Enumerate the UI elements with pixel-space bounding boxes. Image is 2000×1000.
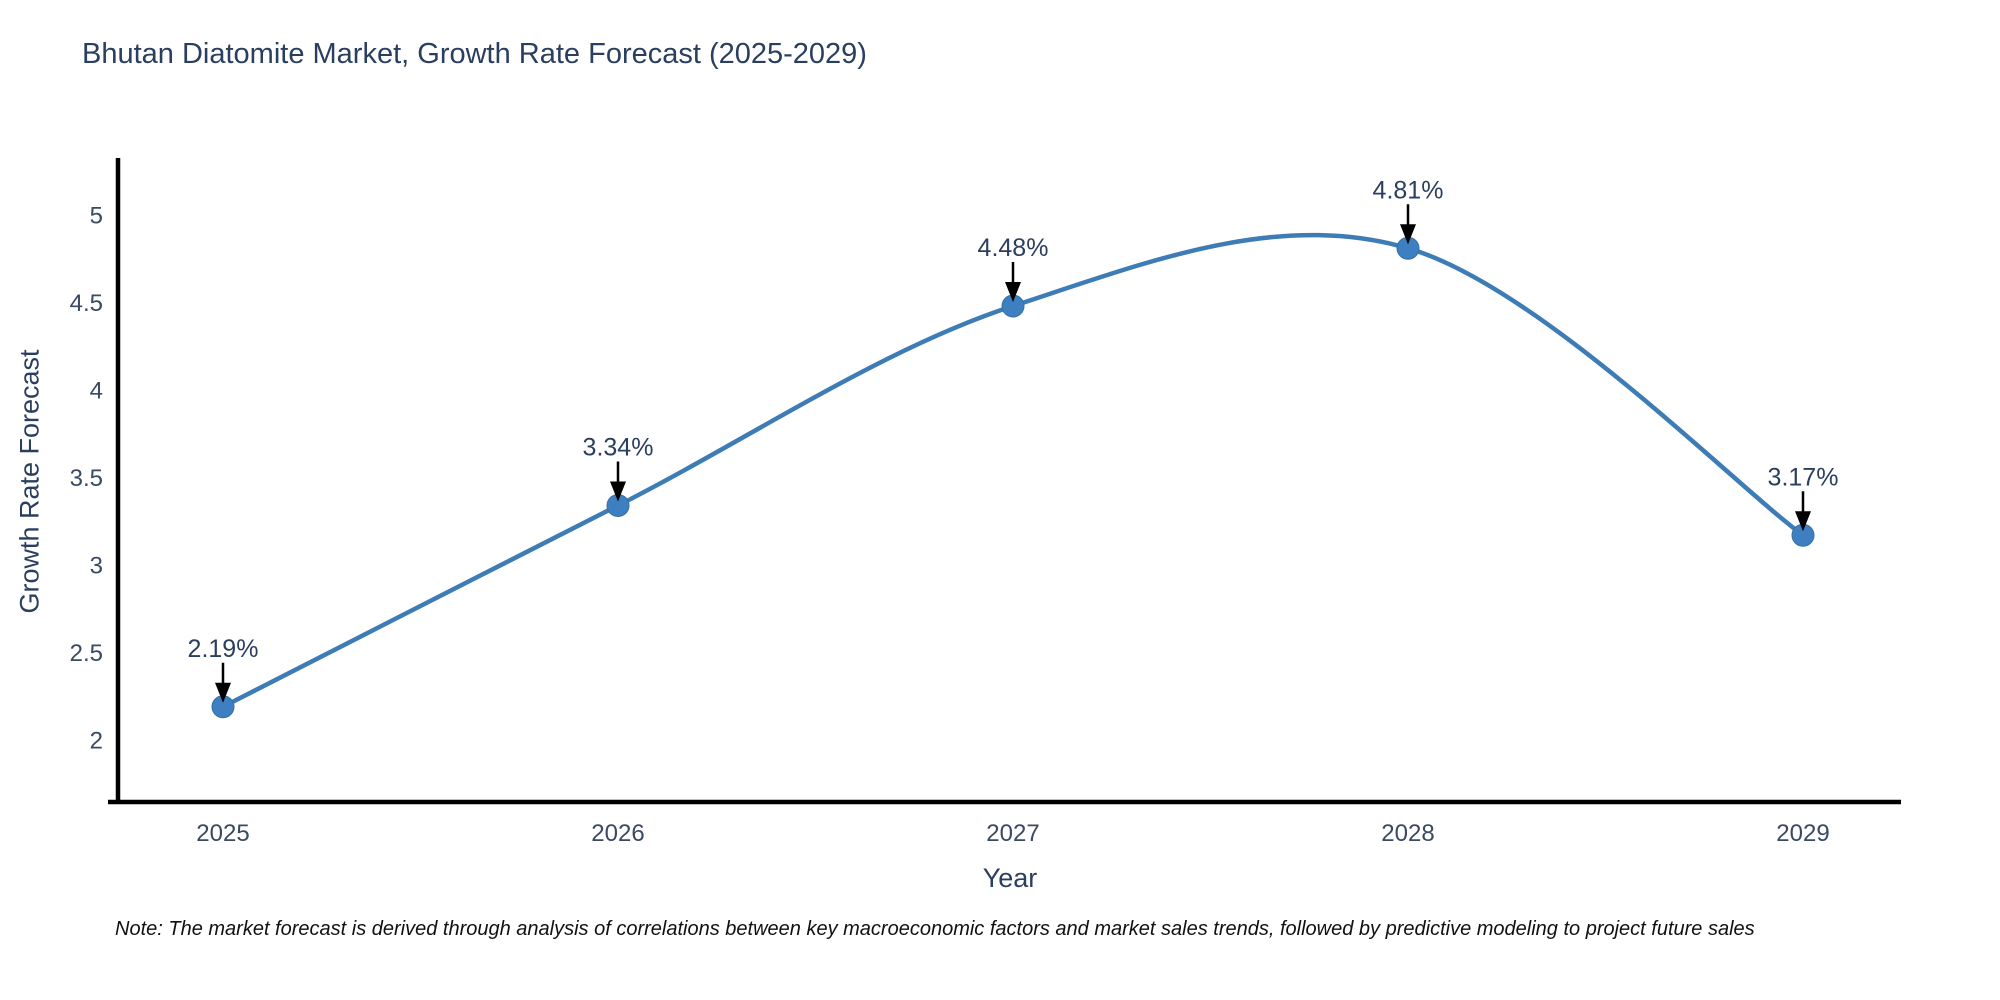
y-tick-label: 2 [90, 728, 103, 755]
x-tick-label: 2026 [591, 820, 644, 847]
y-tick-label: 5 [90, 203, 103, 230]
point-annotation: 3.34% [583, 434, 654, 462]
point-annotation: 2.19% [188, 635, 259, 663]
y-tick-label: 3.5 [70, 465, 103, 492]
note-text: Note: The market forecast is derived thr… [115, 918, 1755, 940]
y-axis-title: Growth Rate Forecast [14, 349, 45, 614]
y-tick-label: 3 [90, 553, 103, 580]
x-axis-title: Year [982, 863, 1038, 893]
annotation-arrow-head [215, 682, 231, 703]
point-annotation: 4.48% [978, 234, 1049, 262]
x-tick-label: 2025 [196, 820, 249, 847]
annotation-arrow-head [1400, 224, 1416, 245]
y-tick-label: 4 [90, 378, 103, 405]
x-tick-label: 2027 [986, 820, 1039, 847]
y-tick-label: 4.5 [70, 290, 103, 317]
annotation-arrow-head [610, 481, 626, 502]
point-annotation: 3.17% [1768, 463, 1839, 491]
x-tick-label: 2028 [1381, 820, 1434, 847]
annotation-arrow-head [1795, 511, 1811, 532]
annotation-arrow-head [1005, 282, 1021, 302]
y-tick-label: 2.5 [70, 640, 103, 667]
point-annotation: 4.81% [1373, 176, 1444, 204]
x-tick-label: 2029 [1776, 820, 1829, 847]
chart-title: Bhutan Diatomite Market, Growth Rate For… [82, 38, 867, 70]
